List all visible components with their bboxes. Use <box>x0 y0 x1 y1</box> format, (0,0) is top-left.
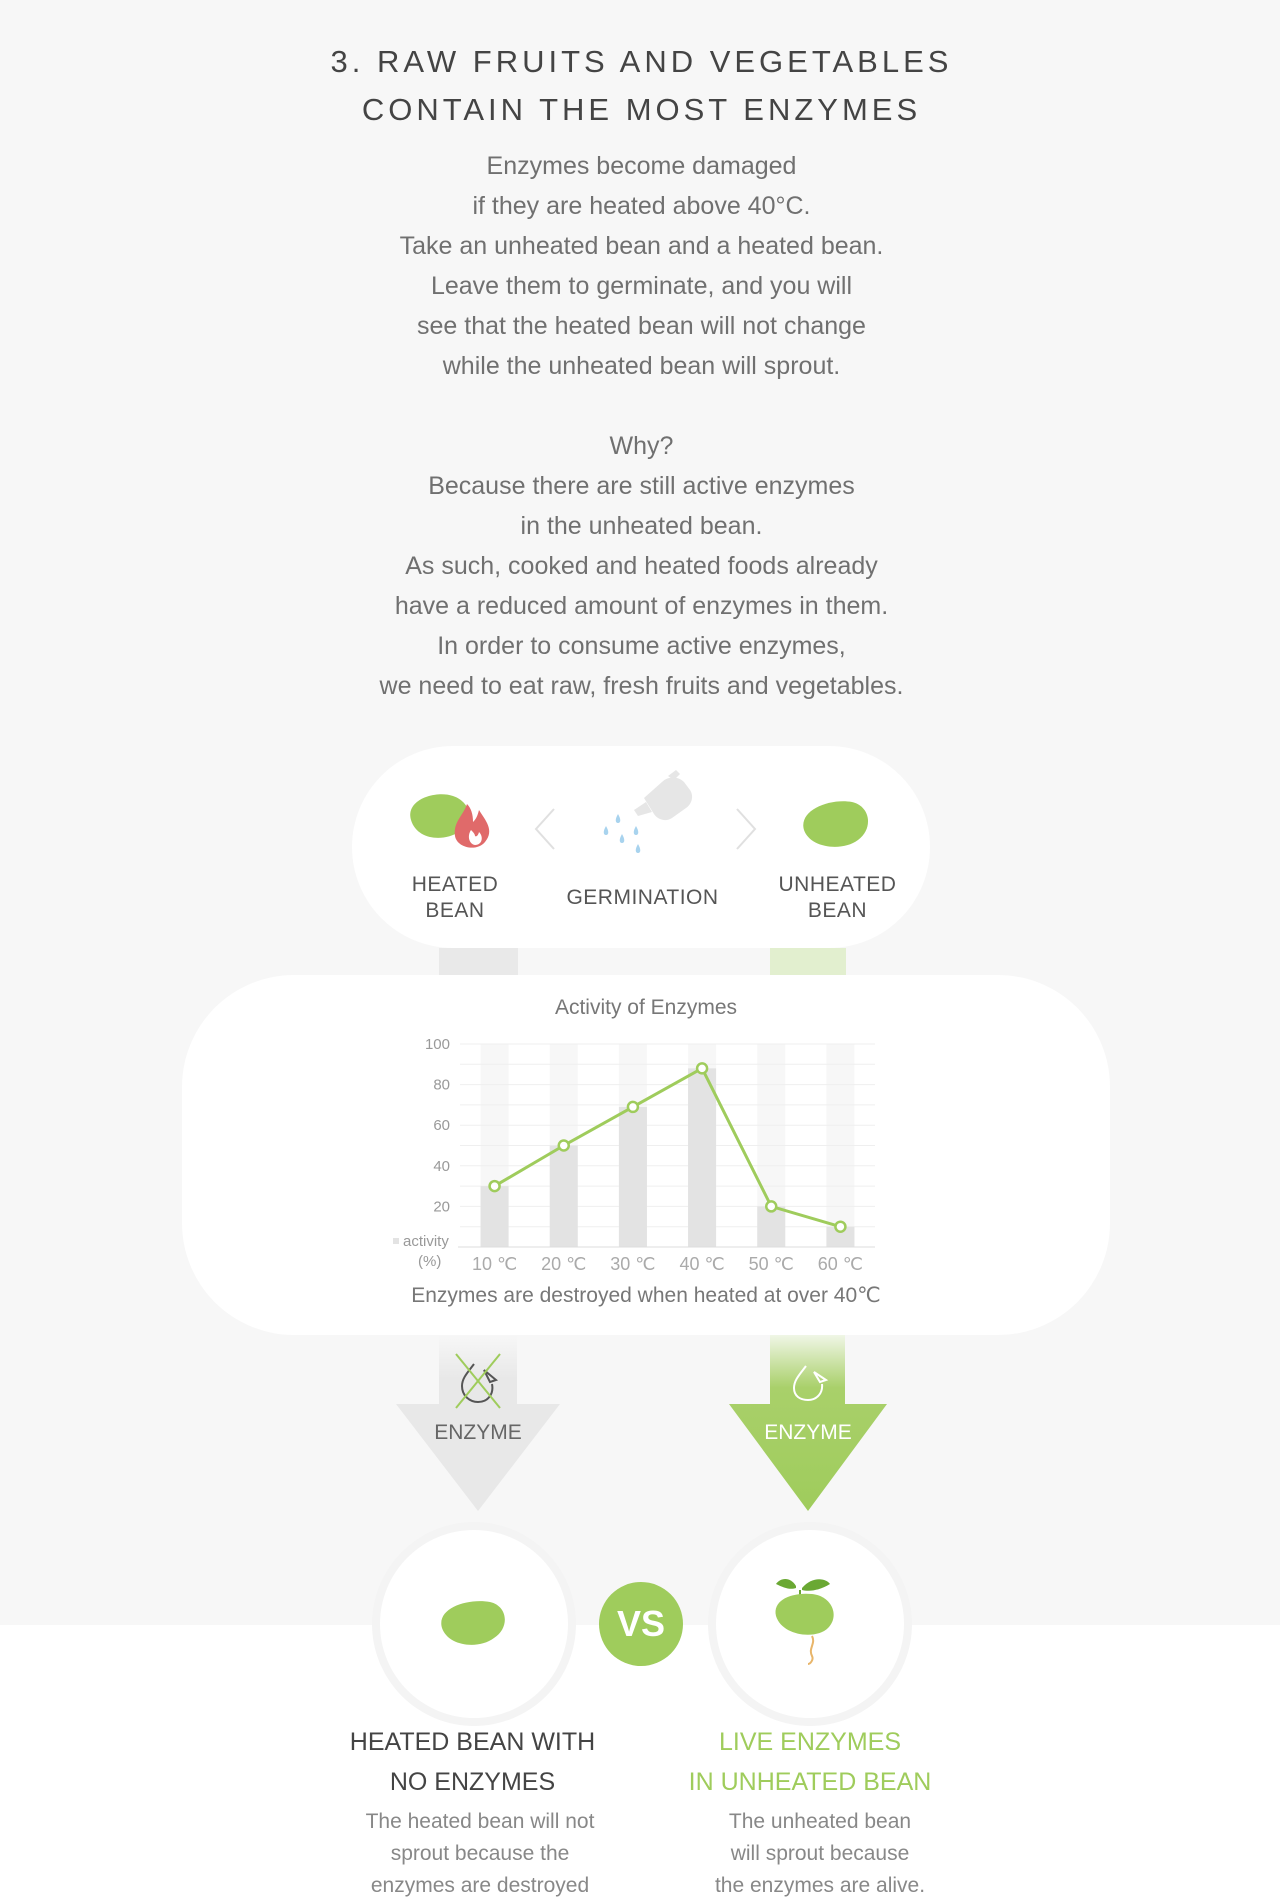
unheated-line-2: BEAN <box>807 899 868 922</box>
chart-title: Activity of Enzymes <box>554 996 738 1019</box>
intro-line: Enzymes become damaged <box>486 152 797 180</box>
intro-line: see that the heated bean will not change <box>417 312 866 340</box>
unheated-bean-icon <box>803 801 869 847</box>
chevron-right-icon <box>736 808 757 850</box>
intro-line: if they are heated above 40°C. <box>472 192 811 220</box>
intro-line: Because there are still active enzymes <box>428 472 855 500</box>
heated-result-title: HEATED BEAN WITH NO ENZYMES <box>330 1722 615 1802</box>
intro-line: As such, cooked and heated foods already <box>405 552 878 580</box>
heated-result-text-line: The heated bean will not <box>365 1810 595 1833</box>
vs-badge: VS <box>599 1582 683 1666</box>
chevron-left-icon <box>534 808 555 850</box>
intro-line: while the unheated bean will sprout. <box>442 352 841 380</box>
chart-panel <box>182 975 1110 1335</box>
germination-panel <box>352 746 930 948</box>
intro-line <box>0 386 1280 426</box>
heated-bean-label: HEATED BEAN <box>395 872 515 924</box>
unheated-bean-label: UNHEATED BEAN <box>770 872 905 924</box>
intro-line: Take an unheated bean and a heated bean. <box>399 232 884 260</box>
heated-line-2: BEAN <box>425 899 485 922</box>
right-enzyme-label: ENZYME <box>764 1421 852 1444</box>
intro-line: we need to eat raw, fresh fruits and veg… <box>379 672 904 700</box>
green-connector <box>770 948 846 976</box>
bottom-band <box>0 1625 1280 1898</box>
heated-bean-icon <box>410 794 490 848</box>
intro-line: In order to consume active enzymes, <box>437 632 846 660</box>
intro-line: Why? <box>609 432 674 460</box>
page-title: 3. RAW FRUITS AND VEGETABLES CONTAIN THE… <box>0 38 1280 134</box>
no-enzyme-icon <box>455 1353 501 1409</box>
gray-connector <box>439 948 518 976</box>
unheated-result-title-line-2: IN UNHEATED BEAN <box>688 1768 932 1796</box>
unheated-result-text: The unheated bean will sprout because th… <box>670 1806 970 1898</box>
heated-result-text: The heated bean will not sprout because … <box>330 1806 630 1898</box>
intro-line: in the unheated bean. <box>520 512 763 540</box>
title-line-2: CONTAIN THE MOST ENZYMES <box>361 92 922 127</box>
unheated-result-text-line: the enzymes are alive. <box>714 1874 926 1897</box>
watering-can-icon <box>603 770 693 853</box>
left-enzyme-label: ENZYME <box>434 1421 522 1444</box>
unheated-result-text-line: The unheated bean <box>728 1810 912 1833</box>
sprouting-bean-icon <box>775 1579 834 1665</box>
title-line-1: 3. RAW FRUITS AND VEGETABLES <box>330 44 953 79</box>
heated-result-text-line: sprout because the <box>390 1842 570 1865</box>
unheated-result-title: LIVE ENZYMES IN UNHEATED BEAN <box>665 1722 955 1802</box>
unheated-result-title-line-1: LIVE ENZYMES <box>719 1728 901 1756</box>
intro-text: Enzymes become damaged if they are heate… <box>0 146 1280 706</box>
heated-result-title-line-2: NO ENZYMES <box>389 1768 556 1796</box>
unheated-line-1: UNHEATED <box>778 873 897 896</box>
gray-down-arrow <box>396 1335 560 1511</box>
bean-icon <box>441 1601 505 1645</box>
enzyme-icon <box>792 1365 829 1402</box>
heated-result-title-line-1: HEATED BEAN WITH <box>349 1728 596 1756</box>
germination-label: GERMINATION <box>566 886 719 909</box>
unheated-result-text-line: will sprout because <box>730 1842 910 1865</box>
heated-line-1: HEATED <box>411 873 499 896</box>
heated-result-text-line: enzymes are destroyed <box>370 1874 590 1897</box>
intro-line: have a reduced amount of enzymes in them… <box>394 592 889 620</box>
chart-caption: Enzymes are destroyed when heated at ove… <box>411 1284 881 1307</box>
intro-line: Leave them to germinate, and you will <box>430 272 853 300</box>
green-down-arrow <box>729 1335 887 1511</box>
